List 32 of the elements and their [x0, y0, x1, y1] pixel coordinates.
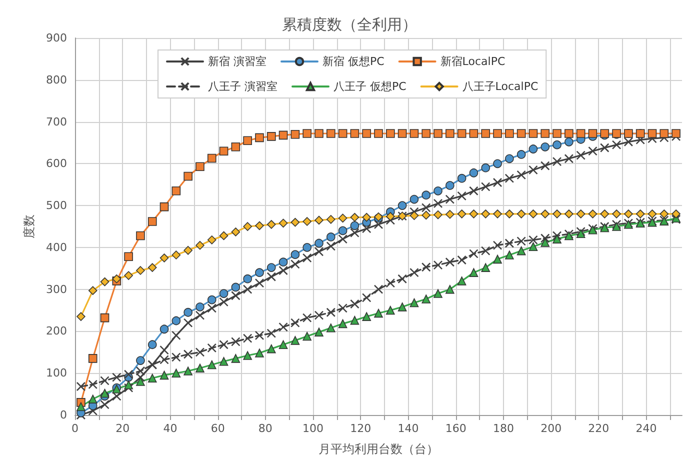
x-tick-label: 240 [636, 422, 657, 435]
legend-label: 八王子 仮想PC [333, 80, 407, 93]
x-tick-label: 0 [72, 422, 78, 435]
x-tick-label: 80 [258, 422, 272, 435]
y-tick-label: 900 [46, 32, 67, 44]
chart-title: 累積度数（全利用） [282, 16, 417, 34]
x-tick-label: 120 [350, 422, 372, 435]
x-tick-label: 20 [116, 422, 130, 435]
y-tick-label: 300 [46, 282, 67, 296]
y-tick-label: 200 [46, 324, 67, 338]
x-tick-label: 160 [445, 422, 466, 435]
y-tick-label: 400 [46, 240, 67, 254]
y-tick-label: 600 [46, 157, 67, 170]
x-tick-label: 200 [540, 422, 562, 435]
y-tick-label: 0 [60, 408, 67, 422]
x-axis-title: 月平均利用台数（台） [318, 442, 438, 456]
x-tick-label: 140 [398, 422, 419, 435]
y-tick-label: 700 [46, 115, 67, 128]
y-tick-label: 100 [46, 366, 67, 380]
y-axis-title: 度数 [22, 214, 36, 238]
legend-label: 新宿 演習室 [208, 55, 266, 68]
legend-label: 八王子LocalPC [462, 80, 538, 93]
legend-label: 八王子 演習室 [208, 80, 278, 93]
x-tick-label: 40 [163, 422, 178, 435]
y-tick-label: 800 [46, 73, 67, 86]
x-tick-label: 100 [302, 422, 324, 435]
x-tick-label: 60 [210, 422, 225, 435]
legend-label: 新宿 仮想PC [322, 55, 385, 68]
x-tick-label: 180 [492, 422, 514, 435]
y-tick-label: 500 [46, 199, 67, 212]
legend-label: 新宿LocalPC [440, 55, 506, 68]
x-tick-label: 220 [588, 422, 610, 435]
